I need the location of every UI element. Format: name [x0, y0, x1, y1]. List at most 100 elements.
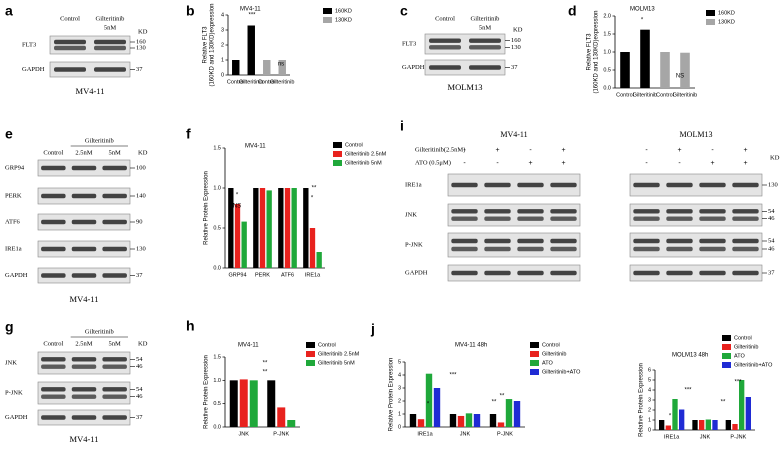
significance: NS — [676, 74, 684, 80]
chart-title: MOLM13 48h — [672, 353, 708, 359]
band — [54, 39, 86, 45]
legend-swatch — [706, 10, 715, 16]
y-tick-label: 1 — [221, 57, 224, 63]
band — [451, 209, 478, 214]
significance: * — [311, 196, 314, 202]
legend-swatch — [530, 369, 539, 375]
bar — [291, 188, 297, 268]
blot-box — [629, 203, 763, 227]
x-tick-label: Gilteritinib — [633, 92, 657, 98]
legend-swatch — [722, 353, 731, 359]
band — [666, 182, 693, 188]
legend-swatch — [722, 344, 731, 350]
condition-sign: + — [677, 147, 681, 154]
lane-label: 5nM — [104, 24, 117, 31]
marker-label: 54 — [136, 386, 143, 393]
row-label: FLT3 — [402, 40, 416, 47]
band — [41, 219, 66, 225]
band — [484, 216, 511, 221]
condition-sign: - — [463, 147, 466, 154]
band — [517, 246, 544, 252]
x-tick-label: Control — [227, 79, 245, 85]
bar — [253, 188, 259, 268]
band — [451, 216, 478, 221]
bar — [232, 60, 240, 75]
significance: ns — [278, 62, 284, 68]
significance: ** — [721, 400, 726, 406]
band — [71, 387, 97, 392]
band — [732, 216, 759, 221]
y-tick-label: 4 — [398, 372, 401, 378]
condition-sign: + — [561, 160, 565, 167]
y-tick-label: 0 — [648, 427, 651, 433]
blot-box — [447, 173, 581, 197]
marker-label: 130 — [136, 44, 146, 51]
panel-letter: e — [5, 126, 13, 142]
band — [633, 238, 660, 244]
x-tick-label: Control — [616, 92, 634, 98]
bar — [665, 425, 671, 430]
legend-swatch — [306, 342, 315, 348]
band — [517, 216, 544, 221]
band — [550, 209, 577, 214]
condition-sign: + — [710, 160, 714, 167]
legend-label: Control — [734, 335, 752, 341]
lane-header: Gilteritinib — [85, 137, 114, 144]
row-label: GAPDH — [5, 272, 28, 279]
significance: ** — [263, 361, 268, 367]
lane-label: Gilteritinib — [471, 15, 500, 22]
x-tick-label: IRE1a — [305, 272, 321, 278]
band — [517, 209, 544, 214]
bar — [303, 188, 309, 268]
lane-label: 5nM — [109, 149, 122, 156]
band — [666, 270, 693, 276]
bar — [620, 52, 630, 88]
y-tick-label: 4 — [221, 12, 224, 18]
band — [41, 364, 66, 369]
lane-label: Control — [43, 340, 63, 347]
y-tick-label: 3 — [648, 397, 651, 403]
band — [429, 38, 461, 43]
bar — [725, 420, 731, 430]
legend-swatch — [722, 335, 731, 341]
condition-label: ATO (0.5μM) — [415, 159, 451, 166]
significance: *** — [248, 13, 256, 19]
bar — [409, 414, 417, 427]
band — [451, 270, 478, 276]
chart-title: MV4-11 — [238, 343, 259, 349]
legend-label: 160KD — [335, 8, 352, 14]
significance: NS — [233, 204, 241, 210]
band — [469, 38, 501, 43]
band — [666, 209, 693, 214]
row-label: IRE1a — [405, 181, 422, 188]
bar — [263, 60, 271, 75]
band — [41, 165, 66, 171]
band — [699, 246, 726, 252]
band — [484, 246, 511, 252]
band — [732, 238, 759, 244]
x-tick-label: Control — [258, 79, 276, 85]
legend-swatch — [333, 142, 342, 148]
row-label: JNK — [405, 211, 417, 218]
band — [41, 415, 66, 420]
band — [429, 65, 461, 70]
kd-label: KD — [513, 26, 523, 33]
panel-letter: j — [370, 321, 375, 337]
y-tick-label: 1.0 — [213, 185, 221, 191]
band — [633, 216, 660, 221]
lane-label: 2.5nM — [75, 340, 92, 347]
band — [102, 357, 127, 362]
legend-label: 130KD — [335, 17, 352, 23]
blot-caption: MOLM13 — [448, 82, 483, 92]
blot-box — [447, 264, 581, 282]
x-tick-label: Control — [656, 92, 674, 98]
band — [732, 270, 759, 276]
blot-box — [447, 203, 581, 227]
band — [699, 182, 726, 188]
band — [469, 45, 501, 50]
bar — [659, 420, 665, 430]
legend-swatch — [323, 8, 332, 14]
panel-letter: c — [400, 3, 408, 19]
marker-label: 46 — [768, 245, 775, 252]
panel-letter: b — [186, 3, 195, 19]
